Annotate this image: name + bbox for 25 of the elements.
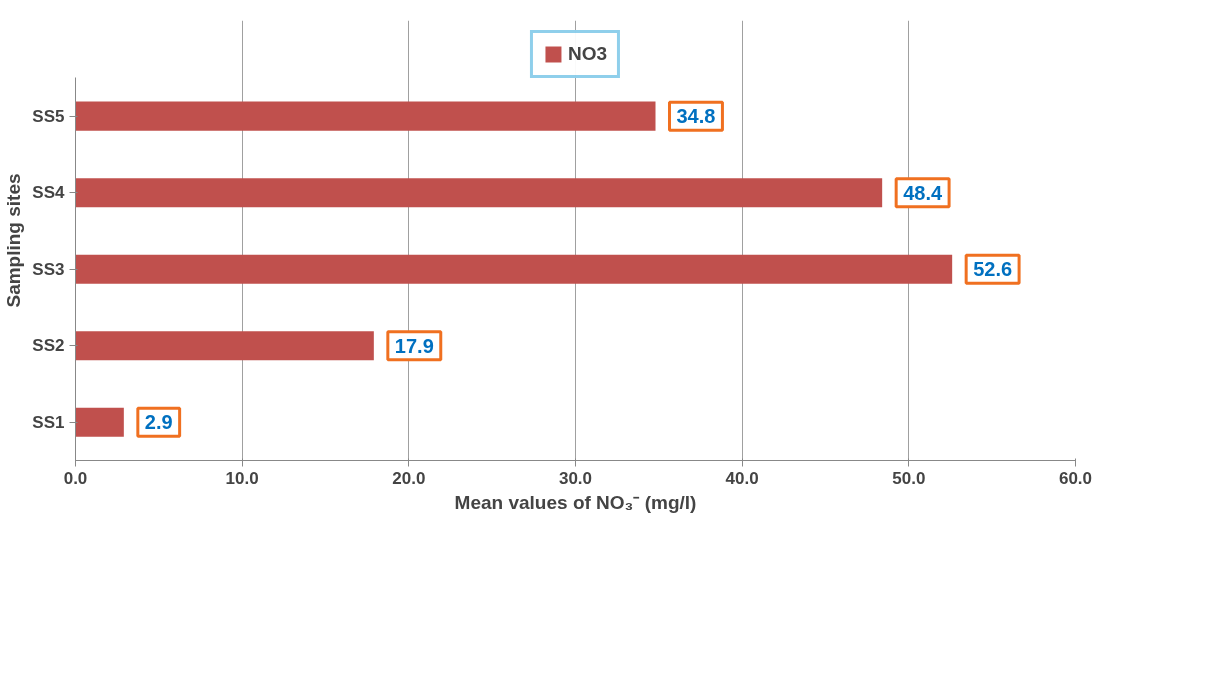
bar [75, 331, 374, 361]
data-label: 48.4 [903, 181, 943, 204]
x-tick-label: 60.0 [1058, 468, 1093, 488]
legend-label: NO3 [567, 43, 608, 65]
data-label: 2.9 [144, 411, 173, 434]
data-label: 17.9 [394, 334, 434, 357]
x-tick-label: 10.0 [225, 468, 259, 488]
x-tick-label: 50.0 [892, 468, 926, 488]
y-tick-label: SS3 [32, 259, 65, 279]
y-tick-label: SS1 [32, 412, 65, 432]
y-tick-label: SS5 [32, 106, 65, 126]
bar [75, 254, 953, 284]
x-tick-label: 30.0 [558, 468, 593, 488]
bar [75, 178, 883, 208]
x-axis-title: Mean values of NO₃⁻ (mg/l) [454, 491, 697, 513]
data-label: 52.6 [973, 258, 1013, 281]
y-tick-label: SS2 [32, 336, 65, 356]
x-tick-label: 20.0 [392, 468, 426, 488]
y-axis-title: Sampling sites [3, 173, 25, 308]
y-tick-label: SS4 [32, 183, 66, 203]
bar [75, 101, 656, 131]
bar [75, 407, 124, 437]
x-tick-label: 40.0 [725, 468, 759, 488]
data-label: 34.8 [676, 105, 716, 128]
x-tick-label: 0.0 [63, 468, 88, 488]
